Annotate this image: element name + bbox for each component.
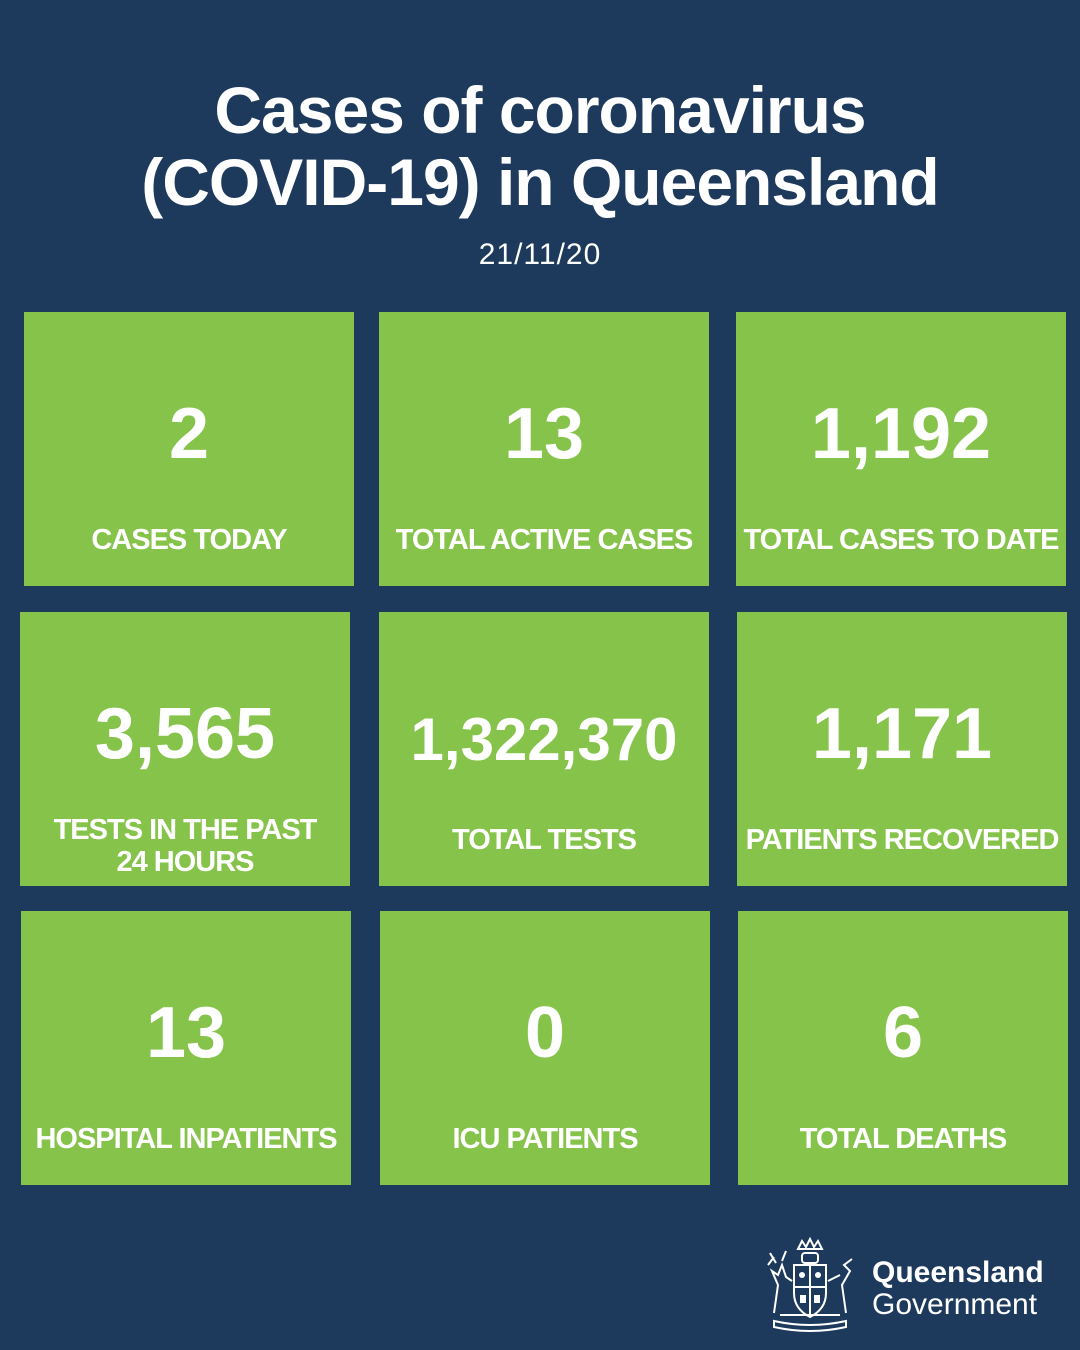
tile-value: 13: [503, 394, 585, 474]
tile-value: 3,565: [94, 694, 276, 774]
tile-total-active-cases: 13 TOTAL ACTIVE CASES: [379, 312, 709, 586]
tile-patients-recovered: 1,171 PATIENTS RECOVERED: [737, 612, 1067, 886]
tile-label: TESTS IN THE PAST 24 HOURS: [53, 814, 318, 878]
title-line-2: (COVID-19) in Queensland: [141, 145, 939, 219]
tile-total-deaths: 6 TOTAL DEATHS: [738, 911, 1068, 1185]
tile-label: CASES TODAY: [91, 524, 287, 556]
report-date: 21/11/20: [478, 238, 602, 271]
tile-label: HOSPITAL INPATIENTS: [35, 1123, 337, 1155]
tile-value: 0: [524, 993, 566, 1073]
tile-total-cases-to-date: 1,192 TOTAL CASES TO DATE: [736, 312, 1066, 586]
tile-value: 2: [168, 394, 210, 474]
tile-cases-today: 2 CASES TODAY: [24, 312, 354, 586]
tile-label: TOTAL CASES TO DATE: [743, 524, 1059, 556]
tile-icu-patients: 0 ICU PATIENTS: [380, 911, 710, 1185]
tile-tests-past-24-hours: 3,565 TESTS IN THE PAST 24 HOURS: [20, 612, 350, 886]
tile-value: 1,192: [810, 394, 992, 474]
logo-wordmark: Queensland Government: [872, 1257, 1044, 1321]
tile-label: TOTAL ACTIVE CASES: [395, 524, 694, 556]
tile-hospital-inpatients: 13 HOSPITAL INPATIENTS: [21, 911, 351, 1185]
tile-total-tests: 1,322,370 TOTAL TESTS: [379, 612, 709, 886]
queensland-government-logo: Queensland Government: [760, 1235, 1060, 1335]
tile-label: TOTAL TESTS: [452, 824, 637, 856]
page-title: Cases of coronavirus (COVID-19) in Queen…: [0, 74, 1080, 218]
tile-value: 1,171: [811, 694, 993, 774]
tile-label: ICU PATIENTS: [452, 1123, 638, 1155]
title-line-1: Cases of coronavirus: [214, 73, 866, 147]
logo-line-2: Government: [872, 1288, 1038, 1321]
tile-value: 1,322,370: [410, 706, 678, 773]
tile-label: TOTAL DEATHS: [799, 1123, 1008, 1155]
queensland-coat-of-arms-icon: [767, 1236, 853, 1332]
tile-label: PATIENTS RECOVERED: [745, 824, 1060, 856]
logo-line-1: Queensland: [872, 1256, 1044, 1289]
tile-value: 6: [882, 993, 924, 1073]
tile-value: 13: [145, 993, 227, 1073]
